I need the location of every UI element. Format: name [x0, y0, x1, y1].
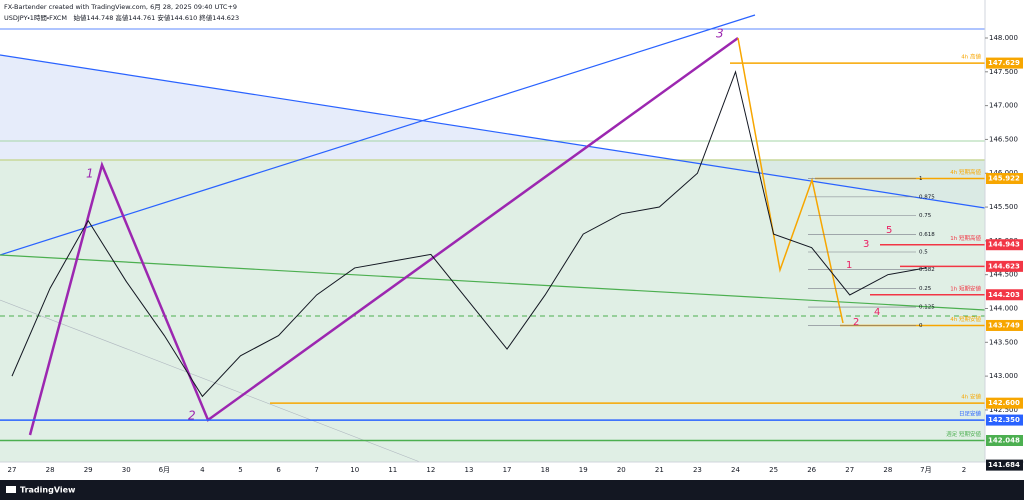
time-axis	[0, 462, 1024, 478]
fib-label: 0	[919, 323, 923, 329]
wave-label: 4	[874, 307, 880, 318]
price-label-box	[986, 260, 1023, 272]
logo	[6, 486, 16, 493]
trend-line	[0, 254, 986, 311]
x-tick-label: 7	[314, 466, 318, 474]
price-label: 141.684	[988, 461, 1020, 469]
level-note: 4h 短期安値	[950, 315, 981, 323]
level-note: 週足 短期安値	[946, 430, 981, 438]
price-label-box	[986, 459, 1023, 471]
level-note: 日足安値	[959, 410, 982, 418]
wave-label: 2	[853, 317, 859, 328]
wave-line	[737, 37, 844, 324]
price-label: 147.629	[988, 59, 1020, 67]
fib-label: 0.75	[919, 213, 932, 219]
price-label-box	[986, 397, 1023, 409]
price-label: 145.922	[988, 175, 1020, 183]
x-tick-label: 28	[883, 466, 892, 474]
x-tick-label: 27	[8, 466, 17, 474]
price-label: 144.203	[988, 291, 1020, 299]
fib-label: 0.618	[919, 232, 935, 238]
wave-label: 1	[86, 167, 94, 181]
price-label-box	[986, 414, 1023, 426]
fib-label: 0.25	[919, 286, 932, 292]
fib-label: 0.125	[919, 305, 935, 311]
x-tick-label: 30	[122, 466, 131, 474]
y-tick-label: 142.500	[989, 406, 1018, 414]
x-tick-label: 17	[503, 466, 512, 474]
price-label-box	[986, 289, 1023, 301]
x-tick-label: 7月	[920, 466, 931, 474]
x-tick-label: 28	[46, 466, 55, 474]
price-label: 144.943	[988, 241, 1020, 249]
wave-label: 5	[886, 225, 892, 236]
wave-label: 3	[863, 239, 869, 250]
header-title: FX-Bartender created with TradingView.co…	[4, 3, 237, 11]
wave-label: 1	[846, 260, 852, 271]
x-tick-label: 5	[238, 466, 242, 474]
level-note: 4h 安値	[961, 393, 981, 401]
x-tick-label: 21	[655, 466, 664, 474]
x-tick-label: 13	[464, 466, 473, 474]
x-tick-label: 27	[845, 466, 854, 474]
footer	[0, 480, 1024, 500]
x-tick-label: 2	[962, 466, 966, 474]
x-tick-label: 24	[731, 466, 740, 474]
x-tick-label: 19	[579, 466, 588, 474]
header-symbol: USDJPY・1時間・FXCM 始値144.748 高値144.761 安値14…	[4, 13, 239, 22]
trend-line	[0, 54, 986, 209]
y-tick-label: 148.000	[989, 34, 1018, 42]
y-tick-label: 145.500	[989, 203, 1018, 211]
x-tick-label: 25	[769, 466, 778, 474]
y-tick-label: 144.000	[989, 304, 1018, 312]
fib-label: 0.875	[919, 194, 935, 200]
range-zone	[0, 160, 985, 462]
y-tick-label: 147.000	[989, 102, 1018, 110]
brand: TradingView	[20, 486, 76, 495]
fib-label: 0.382	[919, 267, 935, 273]
price-label-box	[986, 434, 1023, 446]
price-label: 143.749	[988, 321, 1020, 329]
x-tick-label: 29	[84, 466, 93, 474]
trend-line	[0, 14, 756, 256]
wave-label: 3	[716, 27, 724, 41]
price-label: 142.048	[988, 436, 1020, 444]
x-tick-label: 23	[693, 466, 702, 474]
x-tick-label: 18	[541, 466, 550, 474]
y-tick-label: 147.500	[989, 68, 1018, 76]
y-tick-label: 146.500	[989, 135, 1018, 143]
level-note: 4h 短期高値	[950, 168, 981, 176]
fib-label: 1	[919, 176, 923, 182]
price-label: 142.600	[988, 399, 1020, 407]
price-label-box	[986, 239, 1023, 251]
price-label-box	[986, 57, 1023, 69]
x-tick-label: 20	[617, 466, 626, 474]
price-axis	[985, 0, 1024, 470]
x-tick-label: 6	[276, 466, 281, 474]
wave-line	[28, 36, 739, 436]
y-tick-label: 143.000	[989, 372, 1018, 380]
wave-label: 2	[188, 409, 196, 423]
x-tick-label: 10	[350, 466, 359, 474]
x-tick-label: 26	[807, 466, 816, 474]
trend-line	[0, 299, 421, 463]
fib-label: 0.5	[919, 249, 928, 255]
x-tick-label: 6月	[159, 466, 170, 474]
x-tick-label: 12	[426, 466, 435, 474]
x-tick-label: 11	[388, 466, 397, 474]
price-label: 142.350	[988, 416, 1020, 424]
price-line	[11, 70, 927, 398]
price-label-box	[986, 319, 1023, 331]
price-label-box	[986, 173, 1023, 185]
price-label: 144.623	[988, 262, 1020, 270]
y-tick-label: 143.500	[989, 338, 1018, 346]
x-tick-label: 4	[200, 466, 205, 474]
level-note: 1h 短期高値	[950, 234, 981, 242]
level-note: 1h 短期安値	[950, 284, 981, 292]
y-tick-label: 144.500	[989, 271, 1018, 279]
level-note: 4h 高値	[961, 53, 981, 61]
